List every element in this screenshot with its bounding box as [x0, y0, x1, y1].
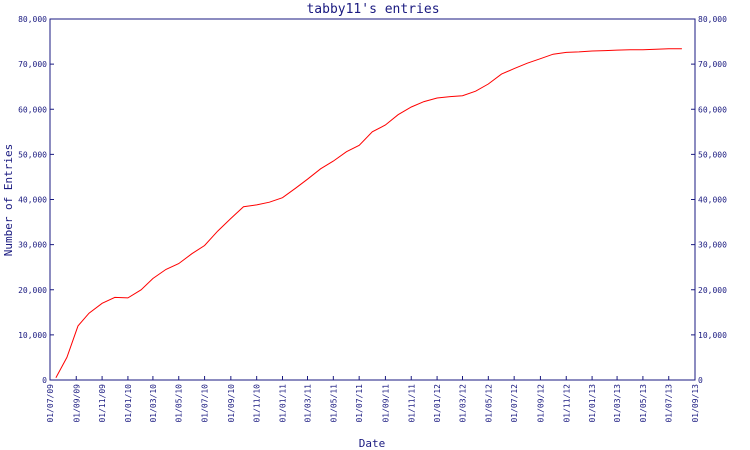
y-tick-label-left: 10,000	[18, 331, 47, 340]
y-tick-label-left: 0	[42, 376, 47, 385]
x-tick-label: 01/09/11	[381, 384, 390, 423]
y-tick-label-left: 80,000	[18, 15, 47, 24]
x-tick-label: 01/07/10	[201, 384, 210, 423]
x-tick-label: 01/03/11	[303, 384, 312, 423]
x-tick-label: 01/05/10	[175, 384, 184, 423]
chart-title: tabby11's entries	[306, 2, 439, 17]
y-tick-label-right: 80,000	[698, 15, 727, 24]
x-tick-label: 01/03/12	[458, 384, 467, 423]
y-tick-label-right: 0	[698, 376, 703, 385]
x-tick-label: 01/11/12	[562, 384, 571, 423]
y-axis-left: 0 10,000 20,000 30,000 40,000 50,000 60,000 70,…	[18, 15, 54, 385]
x-tick-label: 01/07/09	[46, 384, 55, 423]
x-tick-label: 01/07/11	[355, 384, 364, 423]
x-axis: 01/07/09 01/09/09 01/11/09 01/01/10 01/03/10…	[46, 376, 700, 423]
y-tick-label-right: 20,000	[698, 286, 727, 295]
x-tick-label: 01/01/11	[279, 384, 288, 423]
y-tick-label-right: 60,000	[698, 105, 727, 114]
x-tick-label: 01/01/12	[433, 384, 442, 423]
y-tick-label-left: 20,000	[18, 286, 47, 295]
x-tick-label: 01/11/11	[407, 384, 416, 423]
entries-series-line	[55, 48, 682, 378]
y-tick-label-left: 60,000	[18, 105, 47, 114]
x-tick-label: 01/03/10	[149, 384, 158, 423]
y-tick-label-left: 30,000	[18, 241, 47, 250]
x-tick-label: 01/01/10	[124, 384, 133, 423]
x-tick-label: 01/05/11	[329, 384, 338, 423]
x-tick-label: 01/09/12	[536, 384, 545, 423]
plot-frame	[49, 18, 696, 381]
y-tick-label-right: 70,000	[698, 60, 727, 69]
y-tick-label-left: 70,000	[18, 60, 47, 69]
x-axis-label: Date	[359, 437, 386, 450]
y-tick-label-left: 50,000	[18, 150, 47, 159]
y-axis-label: Number of Entries	[2, 144, 15, 257]
y-axis-right: 0 10,000 20,000 30,000 40,000 50,000 60,000 70,…	[691, 15, 727, 385]
y-tick-label-right: 50,000	[698, 150, 727, 159]
x-tick-label: 01/05/13	[639, 384, 648, 423]
y-tick-label-right: 40,000	[698, 196, 727, 205]
x-tick-label: 01/07/13	[665, 384, 674, 423]
x-tick-label: 01/09/13	[691, 384, 700, 423]
x-tick-label: 01/09/10	[227, 384, 236, 423]
x-tick-label: 01/01/13	[588, 384, 597, 423]
x-tick-label: 01/05/12	[484, 384, 493, 423]
y-tick-label-right: 10,000	[698, 331, 727, 340]
x-tick-label: 01/07/12	[510, 384, 519, 423]
x-tick-label: 01/09/09	[72, 384, 81, 423]
y-tick-label-right: 30,000	[698, 241, 727, 250]
x-tick-label: 01/11/10	[253, 384, 262, 423]
x-tick-label: 01/11/09	[98, 384, 107, 423]
x-tick-label: 01/03/13	[613, 384, 622, 423]
y-tick-label-left: 40,000	[18, 196, 47, 205]
